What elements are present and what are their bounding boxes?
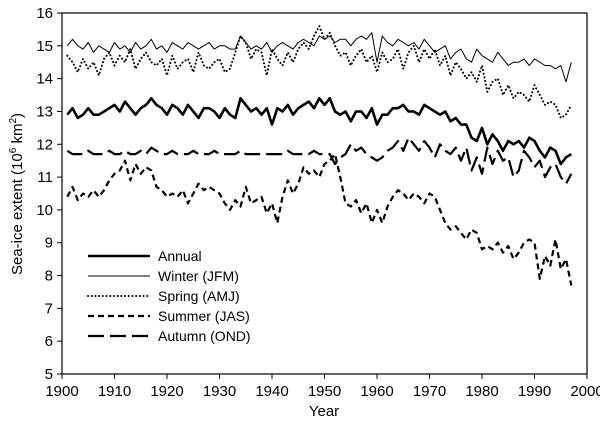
y-tick-label: 10 xyxy=(36,202,53,219)
plot-lines xyxy=(66,25,573,286)
x-tick-label: 1980 xyxy=(465,383,498,400)
plot-frame xyxy=(61,12,588,375)
y-axis-label-unit-exp: 2 xyxy=(8,118,19,124)
x-tick-label: 1920 xyxy=(150,383,183,400)
series-line-4 xyxy=(66,136,573,185)
legend-label-3: Summer (JAS) xyxy=(158,308,250,324)
series-line-2 xyxy=(66,25,573,119)
x-axis-label: Year xyxy=(309,403,339,420)
y-axis-label: Sea-ice extent (106 km2) xyxy=(8,113,26,275)
y-tick-label: 7 xyxy=(45,300,53,317)
legend-label-1: Winter (JFM) xyxy=(158,268,239,284)
series-line-3 xyxy=(66,153,573,286)
legend-label-2: Spring (AMJ) xyxy=(158,288,240,304)
y-tick-label: 8 xyxy=(45,268,53,285)
series-line-1 xyxy=(66,32,572,83)
x-tick-label: 1940 xyxy=(255,383,288,400)
legend-label-0: Annual xyxy=(158,248,202,264)
y-tick-label: 6 xyxy=(45,333,53,350)
y-tick-label: 5 xyxy=(45,366,53,383)
y-axis-label-main: Sea-ice extent (10 xyxy=(9,153,26,275)
y-axis-label-unit: km xyxy=(9,124,26,148)
y-axis-label-close: ) xyxy=(9,113,26,118)
x-tick-label: 1900 xyxy=(45,383,78,400)
y-tick-label: 16 xyxy=(36,5,53,22)
y-tick-label: 9 xyxy=(45,235,53,252)
legend-label-4: Autumn (OND) xyxy=(158,328,251,344)
x-tick-label: 1910 xyxy=(98,383,131,400)
x-axis-ticks: 1900 1910 1920 1930 1940 1950 1960 1970 1980 1990… xyxy=(45,374,600,400)
x-tick-label: 2000 xyxy=(570,383,600,400)
y-tick-label: 15 xyxy=(36,38,53,55)
y-tick-label: 13 xyxy=(36,103,53,120)
x-tick-label: 1950 xyxy=(308,383,341,400)
y-tick-label: 12 xyxy=(36,136,53,153)
x-tick-label: 1960 xyxy=(360,383,393,400)
x-tick-label: 1990 xyxy=(518,383,551,400)
y-tick-label: 11 xyxy=(37,169,53,186)
x-tick-label: 1970 xyxy=(413,383,446,400)
y-tick-label: 14 xyxy=(36,71,53,88)
series-line-0 xyxy=(66,97,572,166)
x-tick-label: 1930 xyxy=(203,383,236,400)
y-axis-label-exp: 6 xyxy=(8,147,19,153)
legend: Annual Winter (JFM) Spring (AMJ) Summer (JA… xyxy=(87,248,251,344)
y-axis-ticks: 5 6 7 8 9 10 11 12 13 14 15 16 xyxy=(36,5,62,383)
